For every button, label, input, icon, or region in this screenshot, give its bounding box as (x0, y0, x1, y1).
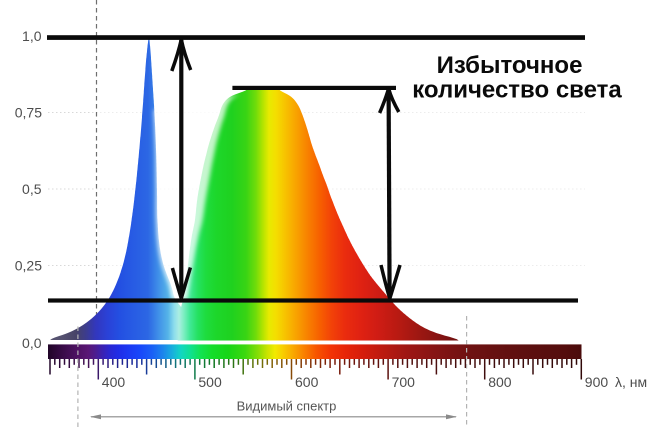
svg-text:количество света: количество света (412, 77, 622, 104)
svg-text:500: 500 (198, 374, 222, 390)
svg-text:700: 700 (392, 374, 416, 390)
svg-text:Видимый спектр: Видимый спектр (237, 399, 337, 414)
svg-text:900: 900 (585, 374, 609, 390)
svg-text:0,0: 0,0 (22, 335, 42, 351)
svg-text:400: 400 (102, 374, 126, 390)
svg-text:λ, нм: λ, нм (615, 374, 647, 390)
svg-text:800: 800 (488, 374, 512, 390)
svg-text:0,75: 0,75 (15, 105, 42, 121)
svg-text:0,25: 0,25 (15, 258, 42, 274)
svg-text:Избыточное: Избыточное (437, 52, 583, 79)
svg-text:600: 600 (295, 374, 319, 390)
svg-text:0,5: 0,5 (22, 181, 42, 197)
svg-text:1,0: 1,0 (22, 28, 42, 44)
